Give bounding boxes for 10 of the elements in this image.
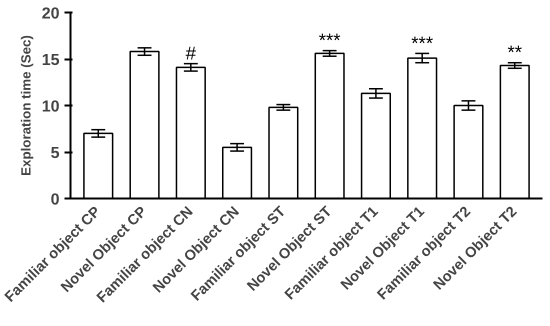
- y-tick-label: 0: [50, 192, 60, 208]
- annotation: ***: [318, 30, 341, 51]
- y-axis-title: Exploration time (Sec): [18, 35, 34, 176]
- y-tick-label: 15: [42, 52, 60, 69]
- annotation: #: [186, 42, 197, 64]
- annotation: ***: [411, 32, 434, 54]
- annotation: **: [507, 42, 522, 63]
- y-tick-label: 10: [42, 98, 60, 116]
- y-tick-label: 20: [42, 6, 60, 22]
- y-tick-label: 5: [50, 145, 60, 162]
